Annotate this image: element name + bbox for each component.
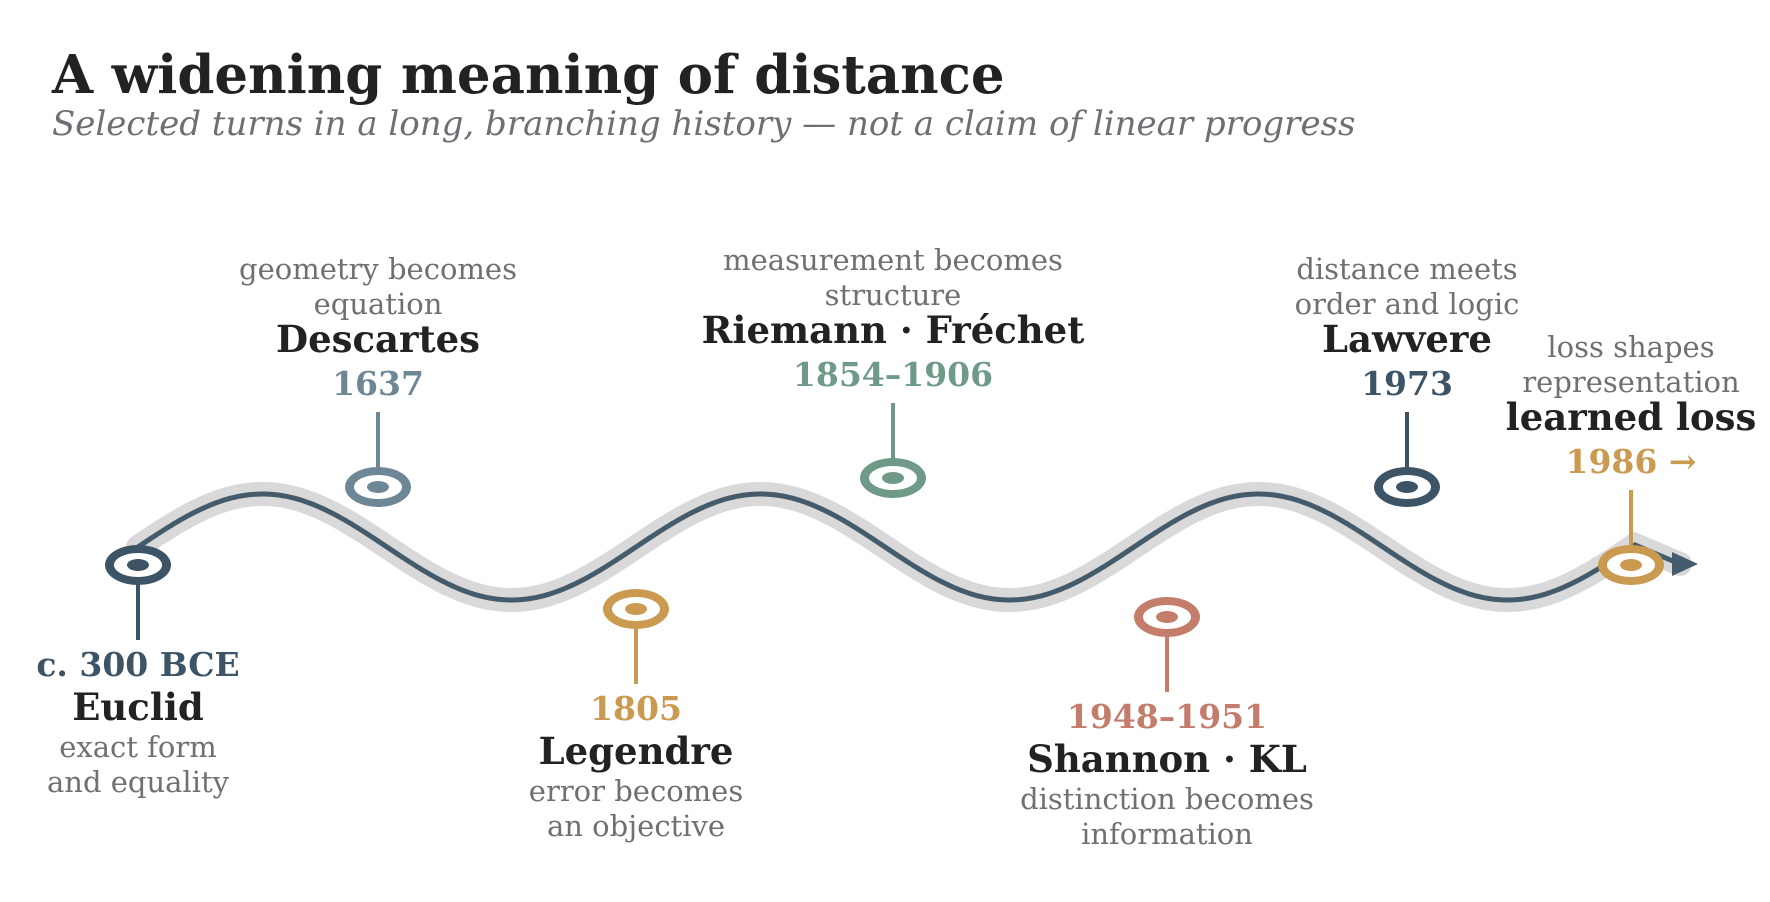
milestone-year: 1637 — [332, 364, 424, 403]
milestone-year: 1973 — [1361, 364, 1453, 403]
chart-subtitle: Selected turns in a long, branching hist… — [52, 104, 1356, 144]
milestone-caption-line: order and logic — [1295, 287, 1520, 321]
milestone-name: learned loss — [1506, 395, 1757, 439]
milestone-name: Legendre — [539, 729, 734, 773]
milestone-year: 1948–1951 — [1067, 697, 1267, 736]
milestone-caption-line: loss shapes — [1547, 330, 1714, 364]
milestone-name: Euclid — [72, 685, 204, 729]
milestone-marker-dot — [367, 481, 389, 493]
chart-title: A widening meaning of distance — [52, 44, 1005, 106]
track-line — [135, 491, 1683, 603]
milestone-year: 1854–1906 — [793, 355, 993, 394]
timeline-arrowhead — [1672, 552, 1698, 576]
milestone-name: Descartes — [276, 317, 480, 361]
milestone-name: Riemann · Fréchet — [702, 308, 1085, 352]
milestone-caption-line: distance meets — [1296, 252, 1517, 286]
milestone-year: 1805 — [590, 689, 682, 728]
milestone-caption-line: and equality — [47, 765, 230, 799]
milestone-marker-dot — [882, 472, 904, 484]
milestone-name: Shannon · KL — [1027, 737, 1307, 781]
milestone-caption-line: representation — [1522, 365, 1739, 399]
milestone-caption-line: an objective — [547, 809, 725, 843]
milestone-name: Lawvere — [1322, 317, 1492, 361]
milestone-caption-line: information — [1081, 817, 1253, 851]
milestone-marker-dot — [1156, 611, 1178, 623]
milestone-caption-line: error becomes — [529, 774, 743, 808]
milestone-marker-dot — [625, 603, 647, 615]
milestone-caption-line: exact form — [59, 730, 216, 764]
milestone-year: c. 300 BCE — [36, 645, 239, 684]
milestone-caption-line: equation — [314, 287, 443, 321]
milestone-caption-line: geometry becomes — [239, 252, 517, 286]
milestone-caption-line: measurement becomes — [723, 243, 1063, 277]
timeline-track — [126, 482, 1698, 612]
milestone-caption-line: distinction becomes — [1020, 782, 1314, 816]
milestone-marker-dot — [1396, 481, 1418, 493]
milestone-caption-line: structure — [825, 278, 962, 312]
milestone-year: 1986 → — [1566, 442, 1697, 481]
milestone-marker-dot — [127, 559, 149, 571]
milestone-marker-dot — [1620, 559, 1642, 571]
